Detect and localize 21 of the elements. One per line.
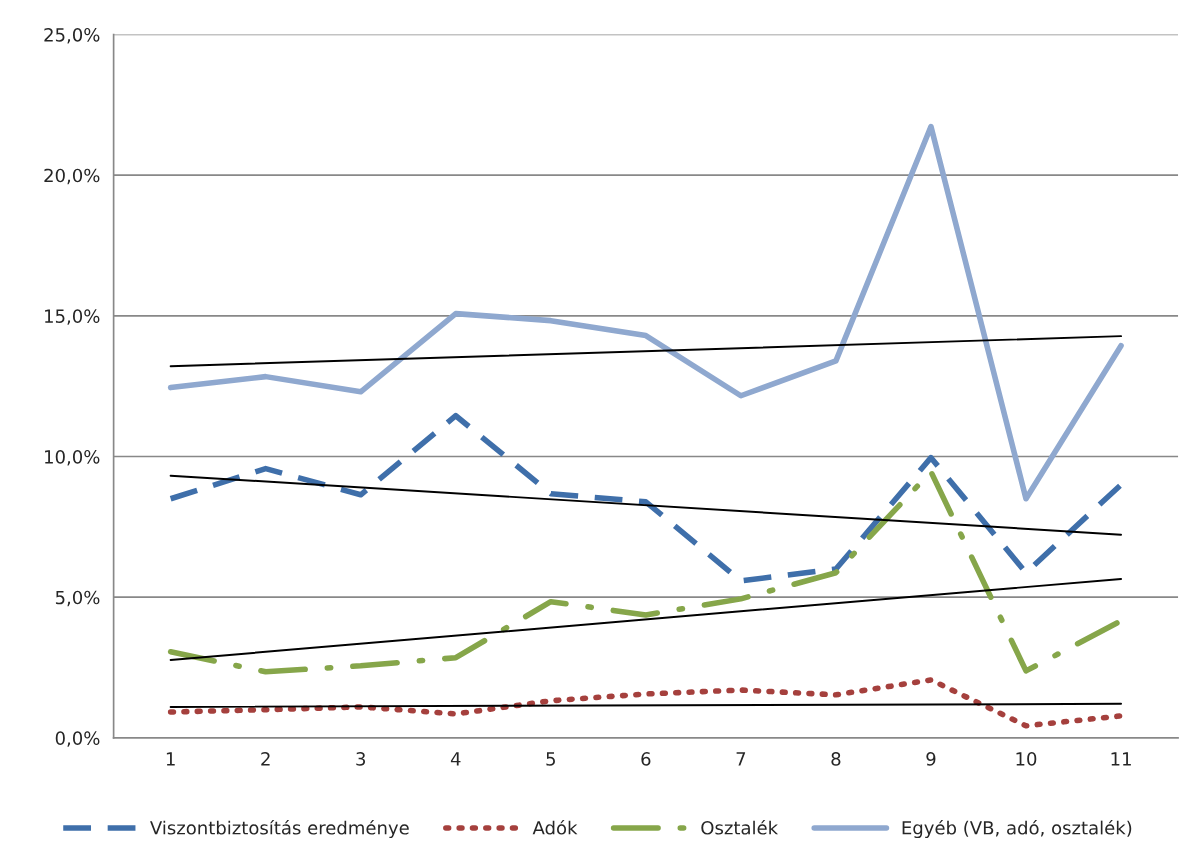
x-tick-label: 2 — [261, 752, 270, 766]
y-tick-label: 5,0% — [55, 590, 100, 607]
y-tick-label: 25,0% — [44, 27, 100, 44]
legend-label: Egyéb (VB, adó, osztalék) — [902, 819, 1132, 839]
x-tick-label: 11 — [1111, 752, 1131, 766]
y-tick-label: 15,0% — [45, 309, 100, 325]
legend-label: Adók — [532, 819, 578, 835]
x-tick-label: 8 — [831, 752, 841, 766]
y-tick-label: 20,0% — [44, 168, 100, 185]
x-tick-label: 3 — [356, 752, 366, 766]
x-tick-label: 5 — [546, 752, 555, 766]
y-tick-label: 0,0% — [55, 731, 100, 747]
legend-label: Viszontbiztosítás eredménye — [150, 819, 409, 839]
x-tick-label: 7 — [736, 752, 746, 766]
x-tick-label: 9 — [926, 752, 936, 766]
x-tick-label: 10 — [1016, 752, 1037, 766]
x-tick-label: 4 — [450, 752, 461, 766]
x-tick-label: 1 — [166, 752, 175, 766]
legend-label: Osztalék — [701, 819, 779, 835]
x-tick-label: 6 — [641, 752, 651, 766]
y-tick-label: 10,0% — [45, 449, 100, 466]
